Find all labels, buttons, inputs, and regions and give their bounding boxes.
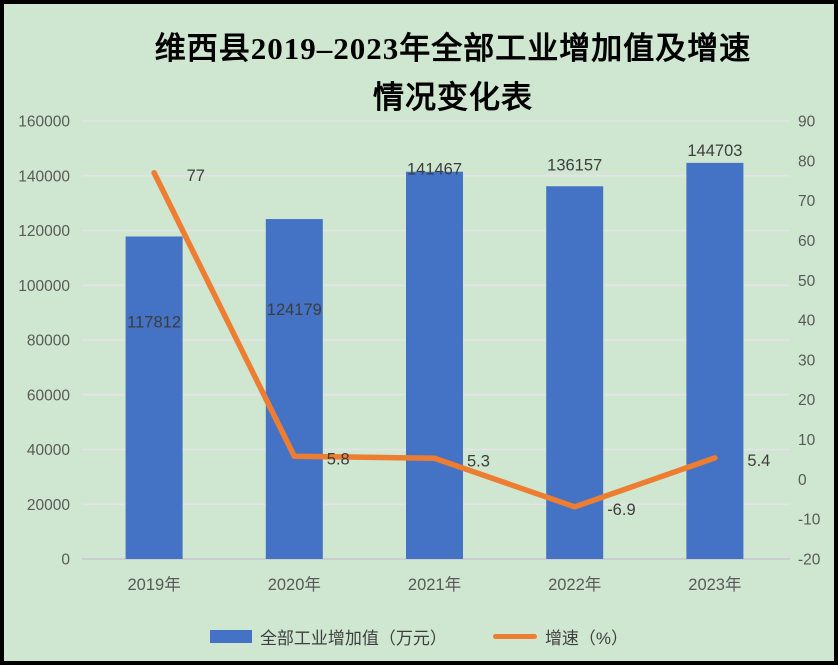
bar-2022年 bbox=[546, 186, 604, 560]
chart-title-line-2: 情况变化表 bbox=[373, 80, 533, 115]
legend-label-growth-rate: 增速（%） bbox=[544, 628, 629, 648]
bar-2021年 bbox=[406, 171, 463, 560]
y-right-tick-label: 20 bbox=[798, 392, 816, 409]
legend-label-industrial-value: 全部工业增加值（万元） bbox=[259, 628, 447, 648]
y-right-tick-label: 90 bbox=[798, 114, 816, 131]
y-left-tick-label: 80000 bbox=[27, 333, 70, 350]
y-left-tick-label: 160000 bbox=[18, 114, 70, 131]
bar-2020年 bbox=[265, 219, 323, 559]
y-right-tick-label: 30 bbox=[798, 352, 816, 369]
y-left-tick-label: 60000 bbox=[27, 387, 70, 404]
x-axis-label: 2023年 bbox=[688, 575, 741, 594]
y-right-tick-label: 10 bbox=[798, 432, 816, 449]
x-axis-label: 2019年 bbox=[127, 575, 180, 594]
bar-value-label: 117812 bbox=[127, 313, 181, 331]
chart-plot-area: 0 20000 40000 60000 80000 100000 120000 140000 1… bbox=[18, 114, 821, 595]
chart-title-line-1: 维西县2019–2023年全部工业增加值及增速 bbox=[154, 31, 752, 66]
y-right-tick-label: 60 bbox=[798, 233, 816, 250]
y-right-tick-label: 70 bbox=[798, 193, 816, 210]
legend: 全部工业增加值（万元） 增速（%） bbox=[4, 619, 834, 653]
y-right-tick-label: 0 bbox=[798, 472, 807, 489]
legend-item-growth-rate: 增速（%） bbox=[492, 624, 629, 649]
growth-rate-line bbox=[151, 170, 718, 510]
y-left-tick-label: 40000 bbox=[27, 442, 70, 459]
bar-2019年 bbox=[125, 236, 183, 559]
y-left-tick-label: 0 bbox=[61, 552, 70, 569]
y-right-tick-label: 80 bbox=[798, 153, 816, 170]
y-left-tick-label: 100000 bbox=[18, 278, 70, 295]
bar-value-label: 144703 bbox=[687, 142, 742, 160]
line-value-label: 5.3 bbox=[467, 452, 490, 470]
line-value-label: 5.8 bbox=[327, 450, 350, 468]
y-right-tick-label: 50 bbox=[798, 273, 816, 290]
chart-title: 维西县2019–2023年全部工业增加值及增速 情况变化表 bbox=[76, 24, 830, 122]
y-right-tick-label: 40 bbox=[798, 313, 816, 330]
bar-2023年 bbox=[686, 162, 744, 559]
y-left-tick-label: 20000 bbox=[27, 497, 70, 514]
y-left-tick-label: 120000 bbox=[18, 223, 70, 240]
line-series-swatch bbox=[492, 633, 537, 639]
y-left-tick-label: 140000 bbox=[18, 168, 70, 185]
bar-value-label: 141467 bbox=[407, 161, 462, 179]
line-value-label: -6.9 bbox=[607, 501, 635, 519]
line-value-label: 5.4 bbox=[747, 452, 770, 470]
bar-series-swatch bbox=[209, 629, 252, 643]
x-axis-label: 2022年 bbox=[548, 575, 601, 594]
bar-value-label: 124179 bbox=[267, 301, 322, 319]
x-axis-label: 2020年 bbox=[268, 575, 321, 594]
bar-value-label: 136157 bbox=[547, 156, 602, 174]
y-right-tick-label: -10 bbox=[798, 512, 821, 529]
legend-item-industrial-value: 全部工业增加值（万元） bbox=[209, 624, 447, 649]
y-right-tick-label: -20 bbox=[798, 552, 821, 569]
x-axis-label: 2021年 bbox=[408, 575, 461, 594]
line-value-label: 77 bbox=[187, 167, 205, 185]
